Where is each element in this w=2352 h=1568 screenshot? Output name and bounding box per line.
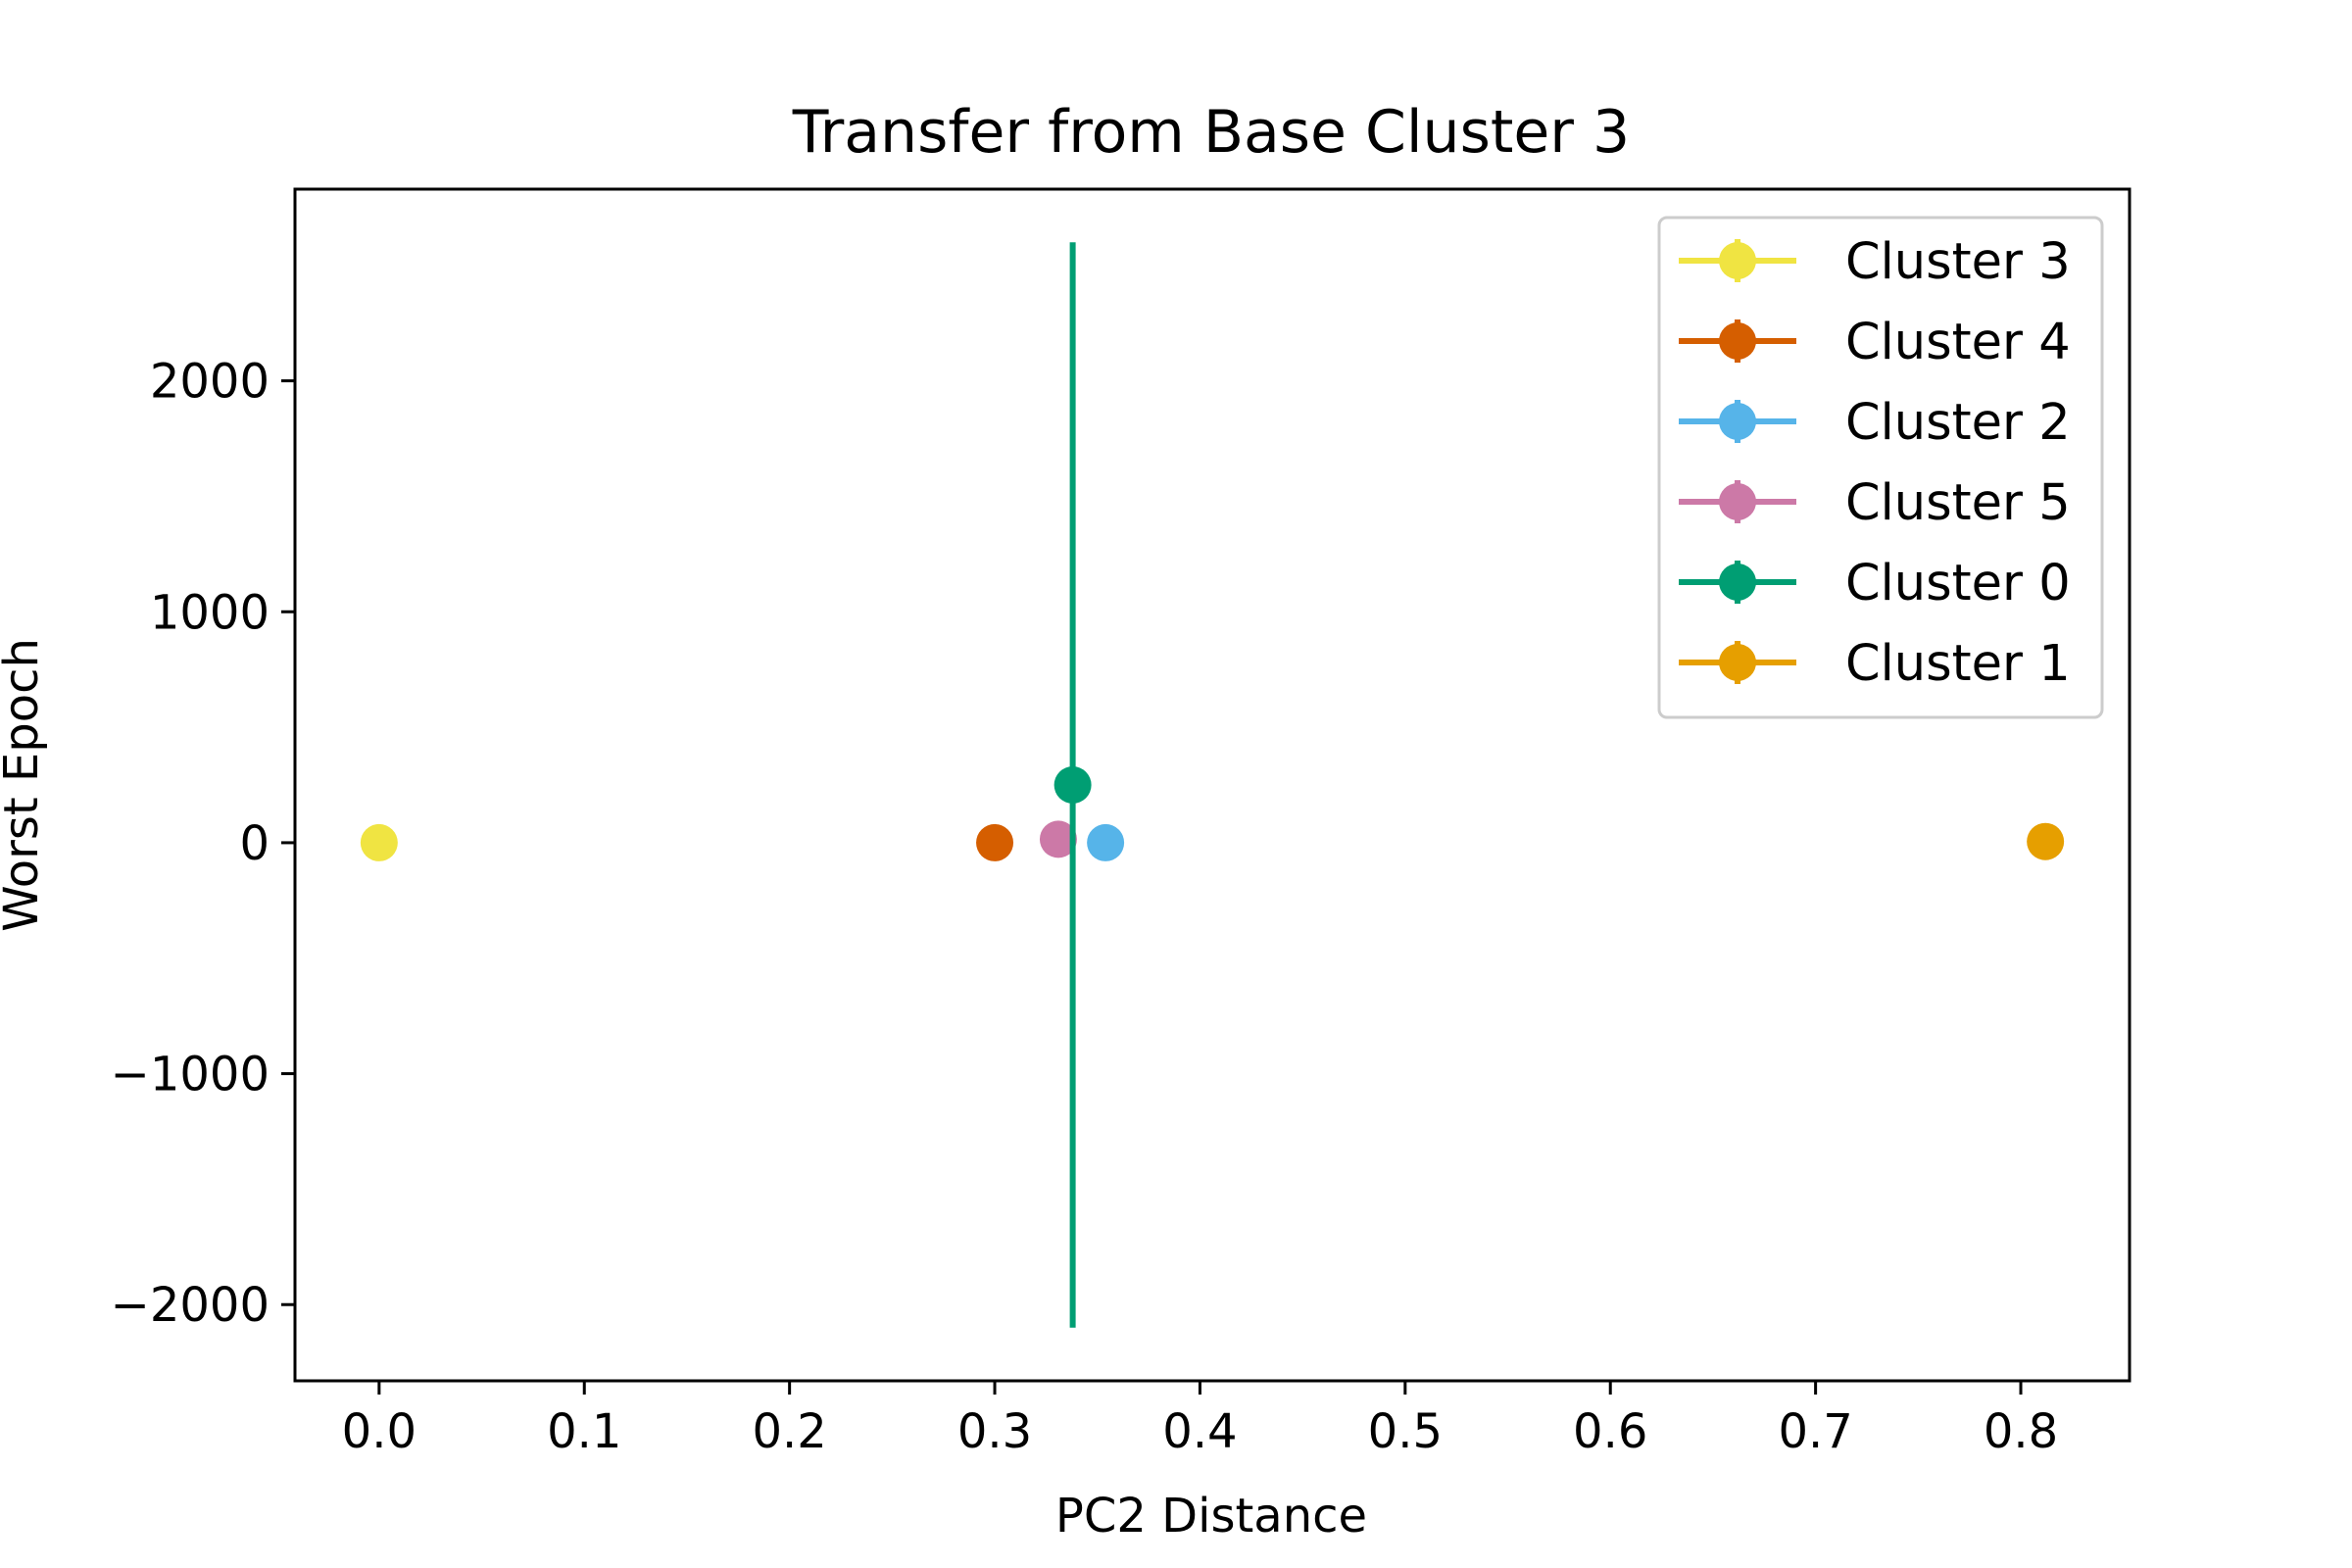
legend-label: Cluster 4 [1845, 314, 2071, 371]
data-point [1087, 823, 1125, 861]
x-tick-label: 0.0 [342, 1404, 416, 1459]
x-tick-label: 0.6 [1573, 1404, 1647, 1459]
y-tick-label: 2000 [150, 355, 270, 410]
y-tick-label: 1000 [150, 585, 270, 640]
y-tick-label: 0 [239, 816, 270, 871]
legend: Cluster 3 Cluster 4 Cluster 2 Cluster 5 Clus… [1657, 216, 2104, 719]
legend-marker [1719, 322, 1756, 360]
plot-frame [293, 187, 2132, 1383]
legend-marker [1719, 644, 1756, 681]
x-tick-label: 0.8 [1984, 1404, 2058, 1459]
x-axis-label: PC2 Distance [1055, 1489, 1367, 1544]
x-tick-label: 0.3 [957, 1404, 1032, 1459]
x-tick-label: 0.4 [1162, 1404, 1237, 1459]
legend-marker [1719, 403, 1756, 440]
legend-marker [1719, 242, 1756, 279]
data-point [976, 823, 1014, 861]
data-point [360, 823, 398, 861]
y-tick-label: −1000 [111, 1048, 270, 1102]
y-tick-label: −2000 [111, 1278, 270, 1333]
data-point [1039, 820, 1077, 858]
x-tick-label: 0.5 [1368, 1404, 1443, 1459]
chart-title: Transfer from Base Cluster 3 [792, 98, 1630, 167]
y-axis-ticks: 2000 1000 0 −1000 −2000 [111, 355, 295, 1333]
x-axis-ticks: 0.0 0.1 0.2 0.3 0.4 0.5 0.6 0.7 0.8 [342, 1381, 2058, 1459]
plot-marks [360, 242, 2065, 1328]
legend-label: Cluster 1 [1845, 635, 2071, 693]
legend-entries: Cluster 3 Cluster 4 Cluster 2 Cluster 5 Clus… [1679, 233, 2071, 693]
legend-label: Cluster 0 [1845, 555, 2071, 612]
x-tick-label: 0.2 [752, 1404, 826, 1459]
legend-label: Cluster 3 [1845, 233, 2071, 291]
data-point [2027, 822, 2065, 860]
y-axis-label: Worst Epoch [0, 638, 49, 932]
x-tick-label: 0.7 [1778, 1404, 1852, 1459]
legend-label: Cluster 2 [1845, 394, 2071, 452]
x-tick-label: 0.1 [547, 1404, 621, 1459]
data-point [1054, 766, 1092, 804]
legend-marker [1719, 564, 1756, 601]
legend-marker [1719, 483, 1756, 520]
legend-label: Cluster 5 [1845, 474, 2071, 532]
